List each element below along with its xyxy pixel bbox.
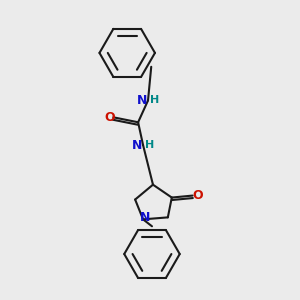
Text: N: N — [140, 211, 150, 224]
Text: O: O — [104, 111, 115, 124]
Text: O: O — [192, 189, 203, 202]
Text: H: H — [150, 95, 160, 106]
Text: H: H — [146, 140, 154, 150]
Text: N: N — [137, 94, 147, 107]
Text: N: N — [132, 139, 142, 152]
